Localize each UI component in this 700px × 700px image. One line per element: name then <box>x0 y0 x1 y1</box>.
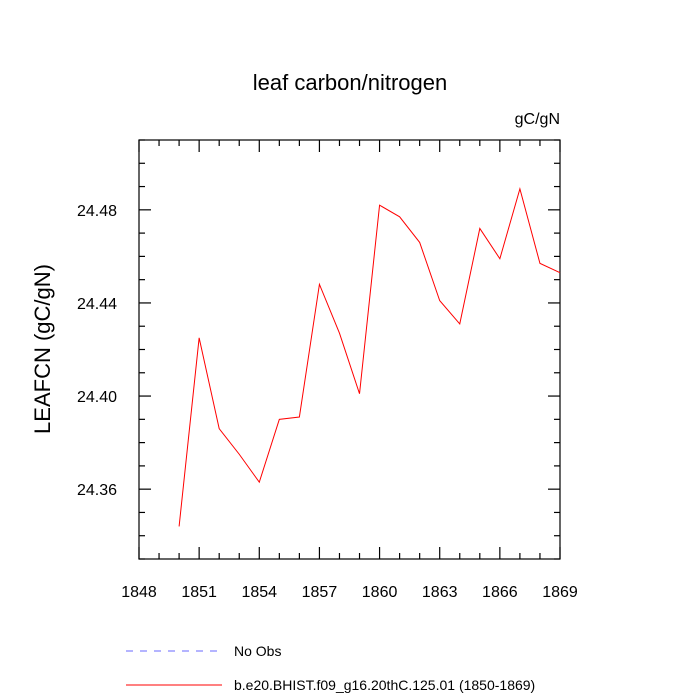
y-axis-label: LEAFCN (gC/gN) <box>30 264 55 434</box>
x-tick-label: 1848 <box>121 584 157 601</box>
y-tick-label: 24.48 <box>77 203 117 220</box>
chart-title: leaf carbon/nitrogen <box>253 70 447 95</box>
units-label: gC/gN <box>515 111 560 128</box>
y-tick-label: 24.40 <box>77 389 117 406</box>
x-tick-label: 1857 <box>302 584 338 601</box>
axis-tick-labels: 1848 1851 1854 1857 1860 1863 1866 1869 24.36 24.… <box>77 203 578 601</box>
x-tick-label: 1869 <box>542 584 578 601</box>
legend-label: No Obs <box>234 643 281 659</box>
y-tick-label: 24.44 <box>77 296 117 313</box>
x-tick-label: 1860 <box>362 584 398 601</box>
legend: No Obs b.e20.BHIST.f09_g16.20thC.125.01 (… <box>126 643 535 693</box>
axis-ticks <box>138 139 561 560</box>
series-line <box>178 187 561 527</box>
y-tick-label: 24.36 <box>77 482 117 499</box>
x-tick-label: 1866 <box>482 584 518 601</box>
x-tick-label: 1863 <box>422 584 458 601</box>
x-tick-label: 1854 <box>241 584 277 601</box>
x-tick-label: 1851 <box>181 584 217 601</box>
legend-label: b.e20.BHIST.f09_g16.20thC.125.01 (1850-1… <box>234 677 535 693</box>
data-series <box>178 187 561 527</box>
